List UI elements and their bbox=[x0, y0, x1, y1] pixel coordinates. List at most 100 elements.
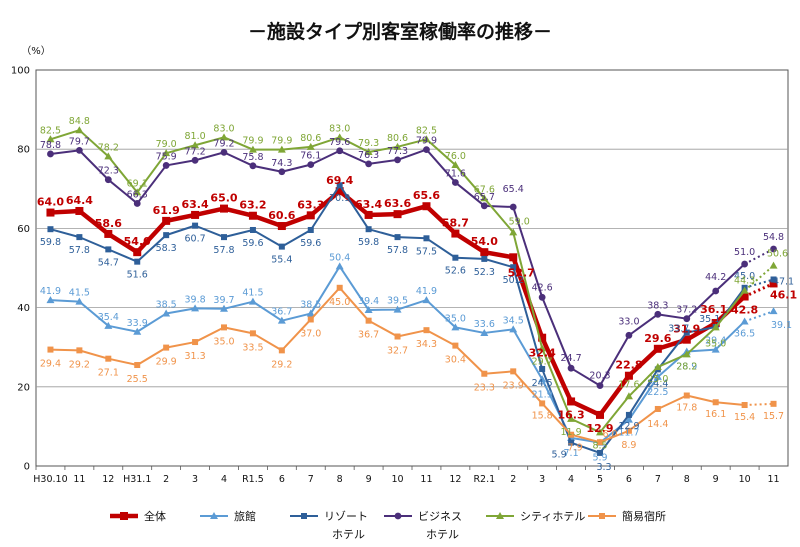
series-2 bbox=[47, 182, 777, 456]
data-point bbox=[596, 382, 604, 390]
data-point bbox=[712, 287, 720, 295]
data-label: 44.3 bbox=[734, 276, 755, 287]
data-label: 79.0 bbox=[156, 139, 177, 150]
data-point bbox=[134, 258, 141, 265]
data-point bbox=[624, 371, 633, 380]
data-point bbox=[682, 335, 691, 344]
data-label: 15.4 bbox=[734, 412, 755, 423]
data-label: 3.3 bbox=[596, 462, 611, 473]
x-tick-label: 6 bbox=[279, 474, 285, 485]
data-label: 29.6 bbox=[644, 332, 671, 345]
data-label: 66.3 bbox=[127, 189, 148, 200]
data-label: 44.2 bbox=[705, 272, 726, 283]
data-point bbox=[364, 210, 373, 219]
data-point bbox=[104, 176, 112, 184]
data-point bbox=[741, 402, 748, 409]
data-label: 22.5 bbox=[647, 387, 668, 398]
data-point bbox=[220, 148, 228, 156]
data-point bbox=[597, 439, 603, 446]
data-label: 72.3 bbox=[98, 166, 119, 177]
data-label: 14.4 bbox=[647, 419, 668, 430]
data-point bbox=[423, 327, 430, 334]
data-point bbox=[481, 255, 488, 262]
data-label: 7.1 bbox=[564, 448, 579, 459]
data-label: 31.3 bbox=[184, 351, 205, 362]
data-label: 54.0 bbox=[471, 235, 498, 248]
legend-marker bbox=[120, 512, 128, 520]
data-label: 59.6 bbox=[242, 238, 263, 249]
data-label: 17.8 bbox=[676, 403, 697, 414]
data-point bbox=[740, 292, 749, 301]
data-label: 15.8 bbox=[532, 410, 553, 421]
x-tick-label: H30.10 bbox=[33, 474, 67, 485]
data-point bbox=[653, 344, 662, 353]
data-label: 65.4 bbox=[503, 184, 524, 195]
data-label: 16.1 bbox=[705, 409, 726, 420]
legend-label: 旅館 bbox=[234, 509, 256, 523]
data-point bbox=[75, 297, 84, 305]
data-label: 25.5 bbox=[127, 374, 148, 385]
data-label: 57.5 bbox=[416, 246, 437, 257]
data-point bbox=[568, 439, 575, 446]
data-point bbox=[683, 315, 691, 323]
legend-item: シティホテル bbox=[486, 510, 585, 523]
data-label: 37.0 bbox=[300, 328, 321, 339]
data-point bbox=[278, 347, 285, 354]
data-label: 54.7 bbox=[98, 257, 119, 268]
legend-marker bbox=[210, 512, 218, 519]
data-point bbox=[740, 286, 749, 294]
data-point bbox=[653, 372, 662, 380]
data-point bbox=[133, 248, 142, 257]
data-label: 42.8 bbox=[731, 304, 758, 317]
y-tick-label: 40 bbox=[17, 303, 30, 314]
data-label: 36.1 bbox=[700, 303, 727, 316]
data-label: 74.3 bbox=[271, 158, 292, 169]
data-point bbox=[653, 363, 662, 370]
data-label: 38.5 bbox=[300, 300, 321, 311]
data-label: 51.6 bbox=[127, 270, 148, 281]
data-label: 80.6 bbox=[387, 133, 408, 144]
legend-item: 簡易宿所 bbox=[588, 509, 666, 523]
legend-item: 全体 bbox=[110, 509, 166, 523]
data-label: 45.0 bbox=[329, 297, 350, 308]
data-label: 35.1 bbox=[699, 314, 720, 325]
data-point bbox=[394, 234, 401, 241]
data-label: 50.4 bbox=[329, 252, 350, 263]
data-point bbox=[480, 248, 489, 257]
x-tick-label: 10 bbox=[739, 474, 751, 485]
data-point bbox=[394, 156, 401, 164]
data-point bbox=[770, 400, 777, 407]
data-point bbox=[364, 305, 373, 313]
series-line-dotted bbox=[744, 402, 774, 407]
data-label: 33.9 bbox=[127, 318, 148, 329]
data-label: 57.8 bbox=[387, 245, 408, 256]
data-point bbox=[624, 415, 633, 423]
series-line-dotted bbox=[743, 264, 775, 292]
data-label: 29.9 bbox=[156, 357, 177, 368]
data-point bbox=[451, 161, 460, 169]
data-label: 63.4 bbox=[182, 198, 209, 211]
data-label: 79.9 bbox=[416, 136, 437, 147]
data-label: 64.4 bbox=[66, 194, 93, 207]
data-label: 65.6 bbox=[413, 189, 440, 202]
data-label: 35.0 bbox=[705, 338, 726, 349]
data-point bbox=[191, 210, 200, 219]
data-point bbox=[162, 149, 171, 157]
data-label: 32.4 bbox=[529, 347, 556, 360]
data-point bbox=[770, 276, 777, 283]
data-label: 15.7 bbox=[763, 411, 784, 422]
data-label: 50.6 bbox=[767, 249, 788, 260]
data-label: 84.8 bbox=[69, 116, 90, 127]
data-point bbox=[248, 145, 257, 153]
data-label: 59.8 bbox=[40, 237, 61, 248]
data-label: 78.2 bbox=[98, 142, 119, 153]
data-label: 67.6 bbox=[474, 184, 495, 195]
data-label: 41.9 bbox=[40, 286, 61, 297]
series-line bbox=[50, 184, 746, 454]
data-label: 22.8 bbox=[615, 359, 642, 372]
data-point bbox=[711, 323, 720, 331]
data-label: 6.0 bbox=[602, 429, 617, 440]
data-label: 39.7 bbox=[213, 295, 234, 306]
data-point bbox=[394, 333, 401, 340]
